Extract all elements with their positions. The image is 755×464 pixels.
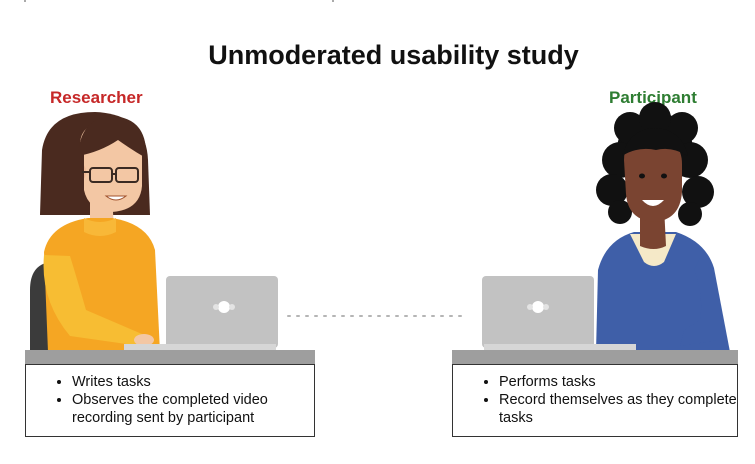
participant-label: Participant <box>609 88 697 107</box>
participant-task-card: Performs tasks Record themselves as they… <box>452 364 738 437</box>
researcher-laptop-icon <box>124 276 278 350</box>
researcher-desk <box>25 350 315 365</box>
list-item: Performs tasks <box>499 373 737 391</box>
participant-task-list: Performs tasks Record themselves as they… <box>453 365 737 427</box>
researcher-label: Researcher <box>50 88 143 107</box>
list-item: Writes tasks <box>72 373 314 391</box>
camera-logo-icon <box>527 301 549 313</box>
participant-laptop-icon <box>482 276 636 350</box>
participant-illustration <box>596 102 730 352</box>
page-title: Unmoderated usability study <box>208 40 579 70</box>
camera-logo-icon <box>213 301 235 313</box>
researcher-task-list: Writes tasks Observes the completed vide… <box>26 365 314 427</box>
researcher-task-card: Writes tasks Observes the completed vide… <box>25 364 315 437</box>
list-item: Observes the completed video recording s… <box>72 391 314 427</box>
researcher-illustration <box>30 112 160 352</box>
top-edge-marks <box>24 0 334 2</box>
list-item: Record themselves as they complete tasks <box>499 391 737 427</box>
participant-desk <box>452 350 738 365</box>
